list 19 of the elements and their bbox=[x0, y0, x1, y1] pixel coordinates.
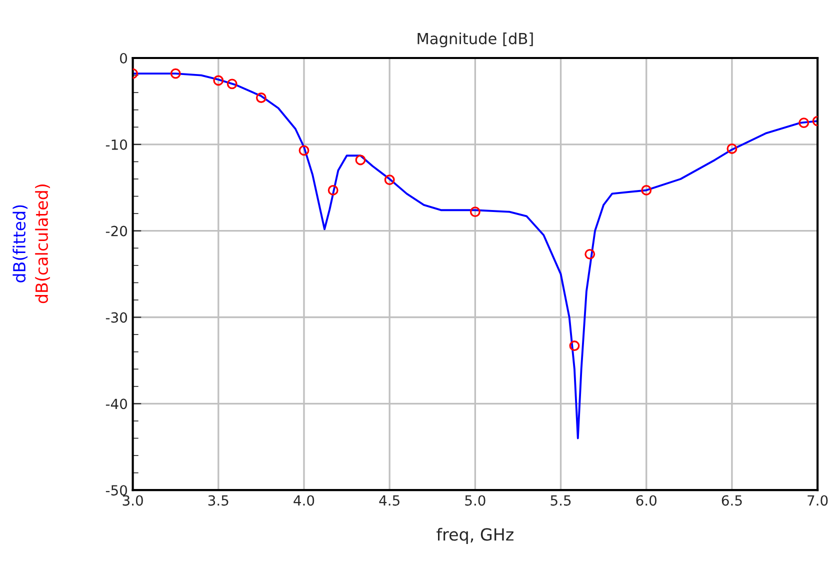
x-tick-label: 3.0 bbox=[122, 495, 143, 506]
x-tick-label: 7.0 bbox=[808, 495, 828, 506]
x-tick-label: 5.0 bbox=[465, 495, 486, 506]
chart-title: Magnitude [dB] bbox=[418, 32, 533, 48]
x-tick-label: 4.5 bbox=[379, 495, 400, 506]
x-tick-label: 6.0 bbox=[636, 495, 656, 506]
x-tick-label: 3.5 bbox=[208, 495, 228, 506]
x-tick-label: 6.5 bbox=[722, 495, 742, 506]
y-tick-label: -50 bbox=[106, 485, 128, 496]
x-tick-label: 4.0 bbox=[294, 495, 314, 506]
x-tick-label: 5.5 bbox=[550, 495, 571, 506]
y-tick-label: 0 bbox=[120, 52, 128, 64]
y-tick-label: -10 bbox=[106, 139, 128, 150]
y-tick-label: -30 bbox=[106, 312, 128, 323]
y-tick-label: -40 bbox=[106, 398, 128, 410]
x-axis-title: freq, GHz bbox=[436, 528, 514, 544]
text: dB(fitted) bbox=[12, 205, 28, 282]
text: dB(calculated) bbox=[35, 184, 50, 304]
y-tick-label: -20 bbox=[106, 226, 128, 236]
